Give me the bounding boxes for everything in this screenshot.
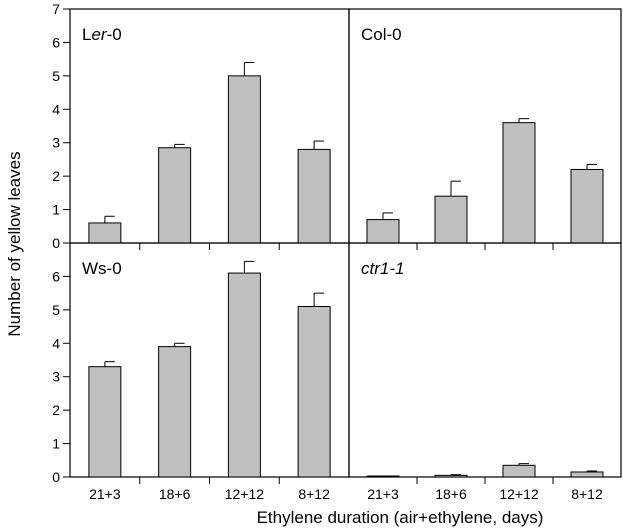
panel-label: Col-0	[361, 25, 402, 44]
y-axis-label: Number of yellow leaves	[5, 151, 24, 336]
y-tick-label: 1	[52, 436, 60, 452]
y-tick-label: 5	[52, 68, 60, 84]
y-tick-label: 1	[52, 202, 60, 218]
y-tick-label: 6	[52, 34, 60, 50]
chart-panel-2: Col-0	[348, 8, 622, 250]
chart-panel-4: 21+3 18+6 12+12 8+12 ctr1-1	[348, 242, 622, 502]
bar	[366, 219, 400, 244]
bar	[158, 147, 192, 244]
y-tick-label: 0	[52, 469, 60, 485]
panel-label-part: L	[82, 25, 91, 44]
y-tick-label: 2	[52, 168, 60, 184]
panel-label-part: -0	[107, 25, 122, 44]
y-tick-label: 3	[52, 135, 60, 151]
bar	[570, 168, 604, 244]
x-tick-label: 12+12	[225, 486, 265, 502]
x-tick-label: 21+3	[89, 486, 121, 502]
x-tick-label: 18+6	[435, 486, 467, 502]
y-tick-label: 5	[52, 302, 60, 318]
x-axis-label: Ethylene duration (air+ethylene, days)	[257, 508, 544, 527]
panel-label: ctr1-1	[361, 259, 404, 278]
y-tick-label: 4	[52, 101, 60, 117]
bar	[227, 75, 261, 244]
panel-label-part: ctr1-1	[361, 259, 404, 278]
x-tick-label: 21+3	[367, 486, 399, 502]
x-tick-label: 8+12	[298, 486, 330, 502]
bar	[227, 272, 261, 478]
bar	[434, 195, 468, 244]
y-tick-label: 6	[52, 268, 60, 284]
bar	[297, 306, 331, 478]
panel-label-part: er	[91, 25, 107, 44]
panel-label-part: Col-0	[361, 25, 402, 44]
chart-panel-3: 0 1 2 3 4 5 6 21+3 18+6 12+12 8+12 Ws-0	[52, 242, 350, 502]
x-tick-label: 18+6	[159, 486, 191, 502]
panel-label: Ws-0	[82, 259, 122, 278]
y-tick-label: 3	[52, 369, 60, 385]
chart-panels: 0 1 2 3 4 5 6 7 Ler-0 Col-0 0 1 2 3 4 5 6 21+3 18+6 12+12 8+…	[52, 1, 622, 502]
bar	[434, 474, 468, 478]
x-tick-label: 8+12	[571, 486, 603, 502]
bar	[502, 122, 536, 244]
bar	[502, 464, 536, 478]
chart-panel-1: 0 1 2 3 4 5 6 7 Ler-0	[52, 1, 350, 251]
panel-label: Ler-0	[82, 25, 122, 44]
panel-frame	[348, 242, 622, 478]
bar	[297, 148, 331, 244]
y-tick-label: 0	[52, 235, 60, 251]
panel-label-part: Ws-0	[82, 259, 122, 278]
bar	[88, 222, 122, 244]
x-tick-label: 12+12	[499, 486, 539, 502]
y-tick-label: 7	[52, 1, 60, 17]
bar	[88, 366, 122, 478]
bar	[158, 346, 192, 478]
y-tick-label: 4	[52, 335, 60, 351]
bar	[366, 475, 400, 478]
y-tick-label: 2	[52, 402, 60, 418]
bar	[570, 471, 604, 478]
